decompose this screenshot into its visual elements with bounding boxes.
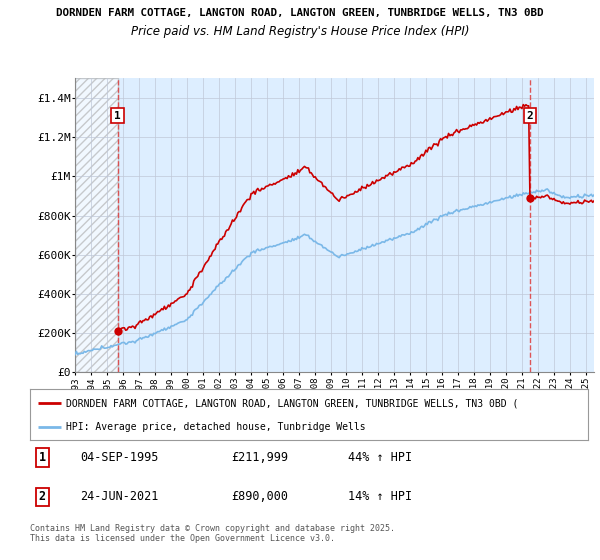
Text: DORNDEN FARM COTTAGE, LANGTON ROAD, LANGTON GREEN, TUNBRIDGE WELLS, TN3 0BD: DORNDEN FARM COTTAGE, LANGTON ROAD, LANG… — [56, 8, 544, 18]
Text: 1: 1 — [39, 451, 46, 464]
Bar — [75, 78, 118, 372]
Text: 44% ↑ HPI: 44% ↑ HPI — [348, 451, 412, 464]
Text: 14% ↑ HPI: 14% ↑ HPI — [348, 491, 412, 503]
Text: £890,000: £890,000 — [231, 491, 288, 503]
Text: Price paid vs. HM Land Registry's House Price Index (HPI): Price paid vs. HM Land Registry's House … — [131, 25, 469, 38]
Text: 1: 1 — [114, 111, 121, 120]
Text: 2: 2 — [39, 491, 46, 503]
Text: HPI: Average price, detached house, Tunbridge Wells: HPI: Average price, detached house, Tunb… — [66, 422, 366, 432]
Text: £211,999: £211,999 — [231, 451, 288, 464]
Text: Contains HM Land Registry data © Crown copyright and database right 2025.
This d: Contains HM Land Registry data © Crown c… — [30, 524, 395, 543]
Text: 2: 2 — [526, 111, 533, 120]
Text: DORNDEN FARM COTTAGE, LANGTON ROAD, LANGTON GREEN, TUNBRIDGE WELLS, TN3 0BD (: DORNDEN FARM COTTAGE, LANGTON ROAD, LANG… — [66, 398, 518, 408]
Text: 04-SEP-1995: 04-SEP-1995 — [80, 451, 158, 464]
Text: 24-JUN-2021: 24-JUN-2021 — [80, 491, 158, 503]
